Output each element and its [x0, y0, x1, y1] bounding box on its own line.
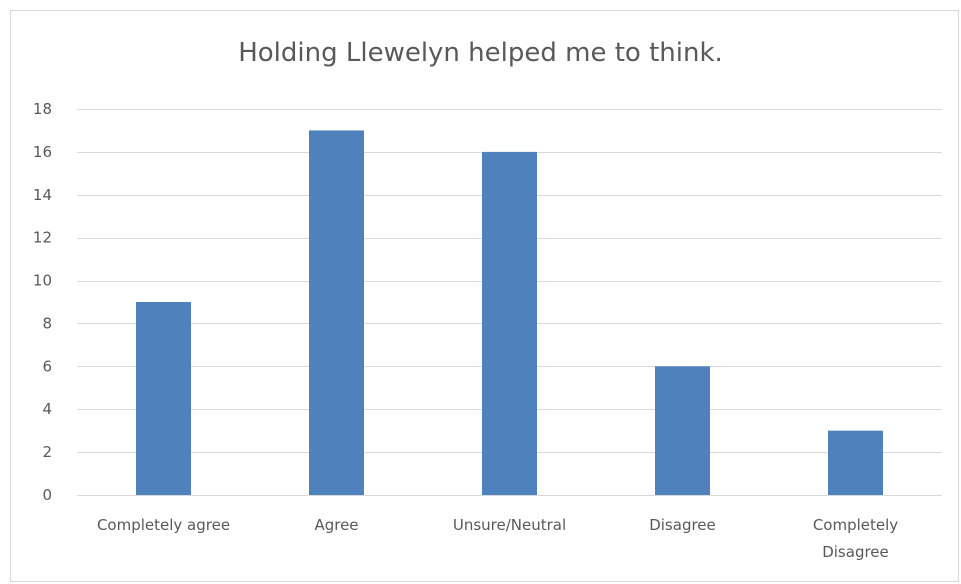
x-category-label: Disagree [649, 516, 716, 534]
bar [136, 302, 191, 495]
y-tick-label: 2 [42, 443, 52, 461]
bars [136, 130, 883, 495]
x-category-label: Completely Disagree [813, 516, 898, 561]
y-tick-label: 10 [33, 272, 52, 290]
y-tick-label: 18 [33, 100, 52, 118]
y-tick-label: 4 [42, 400, 52, 418]
x-category-label: Agree [314, 516, 358, 534]
y-axis-ticks: 0 2 4 6 8 10 12 14 16 18 [33, 100, 52, 504]
y-tick-label: 6 [42, 357, 52, 375]
x-axis-categories: Completely agree Agree Unsure/Neutral Disag… [97, 516, 898, 561]
chart-title: Holding Llewelyn helped me to think. [238, 38, 723, 68]
bar [482, 151, 537, 495]
bar [655, 366, 710, 495]
y-tick-label: 0 [42, 486, 52, 504]
y-tick-label: 14 [33, 186, 52, 204]
y-tick-label: 8 [42, 314, 52, 332]
x-category-label: Unsure/Neutral [453, 516, 566, 534]
x-category-label: Completely agree [97, 516, 230, 534]
y-tick-label: 12 [33, 229, 52, 247]
bar [309, 130, 364, 495]
bar [828, 430, 883, 495]
y-tick-label: 16 [33, 143, 52, 161]
